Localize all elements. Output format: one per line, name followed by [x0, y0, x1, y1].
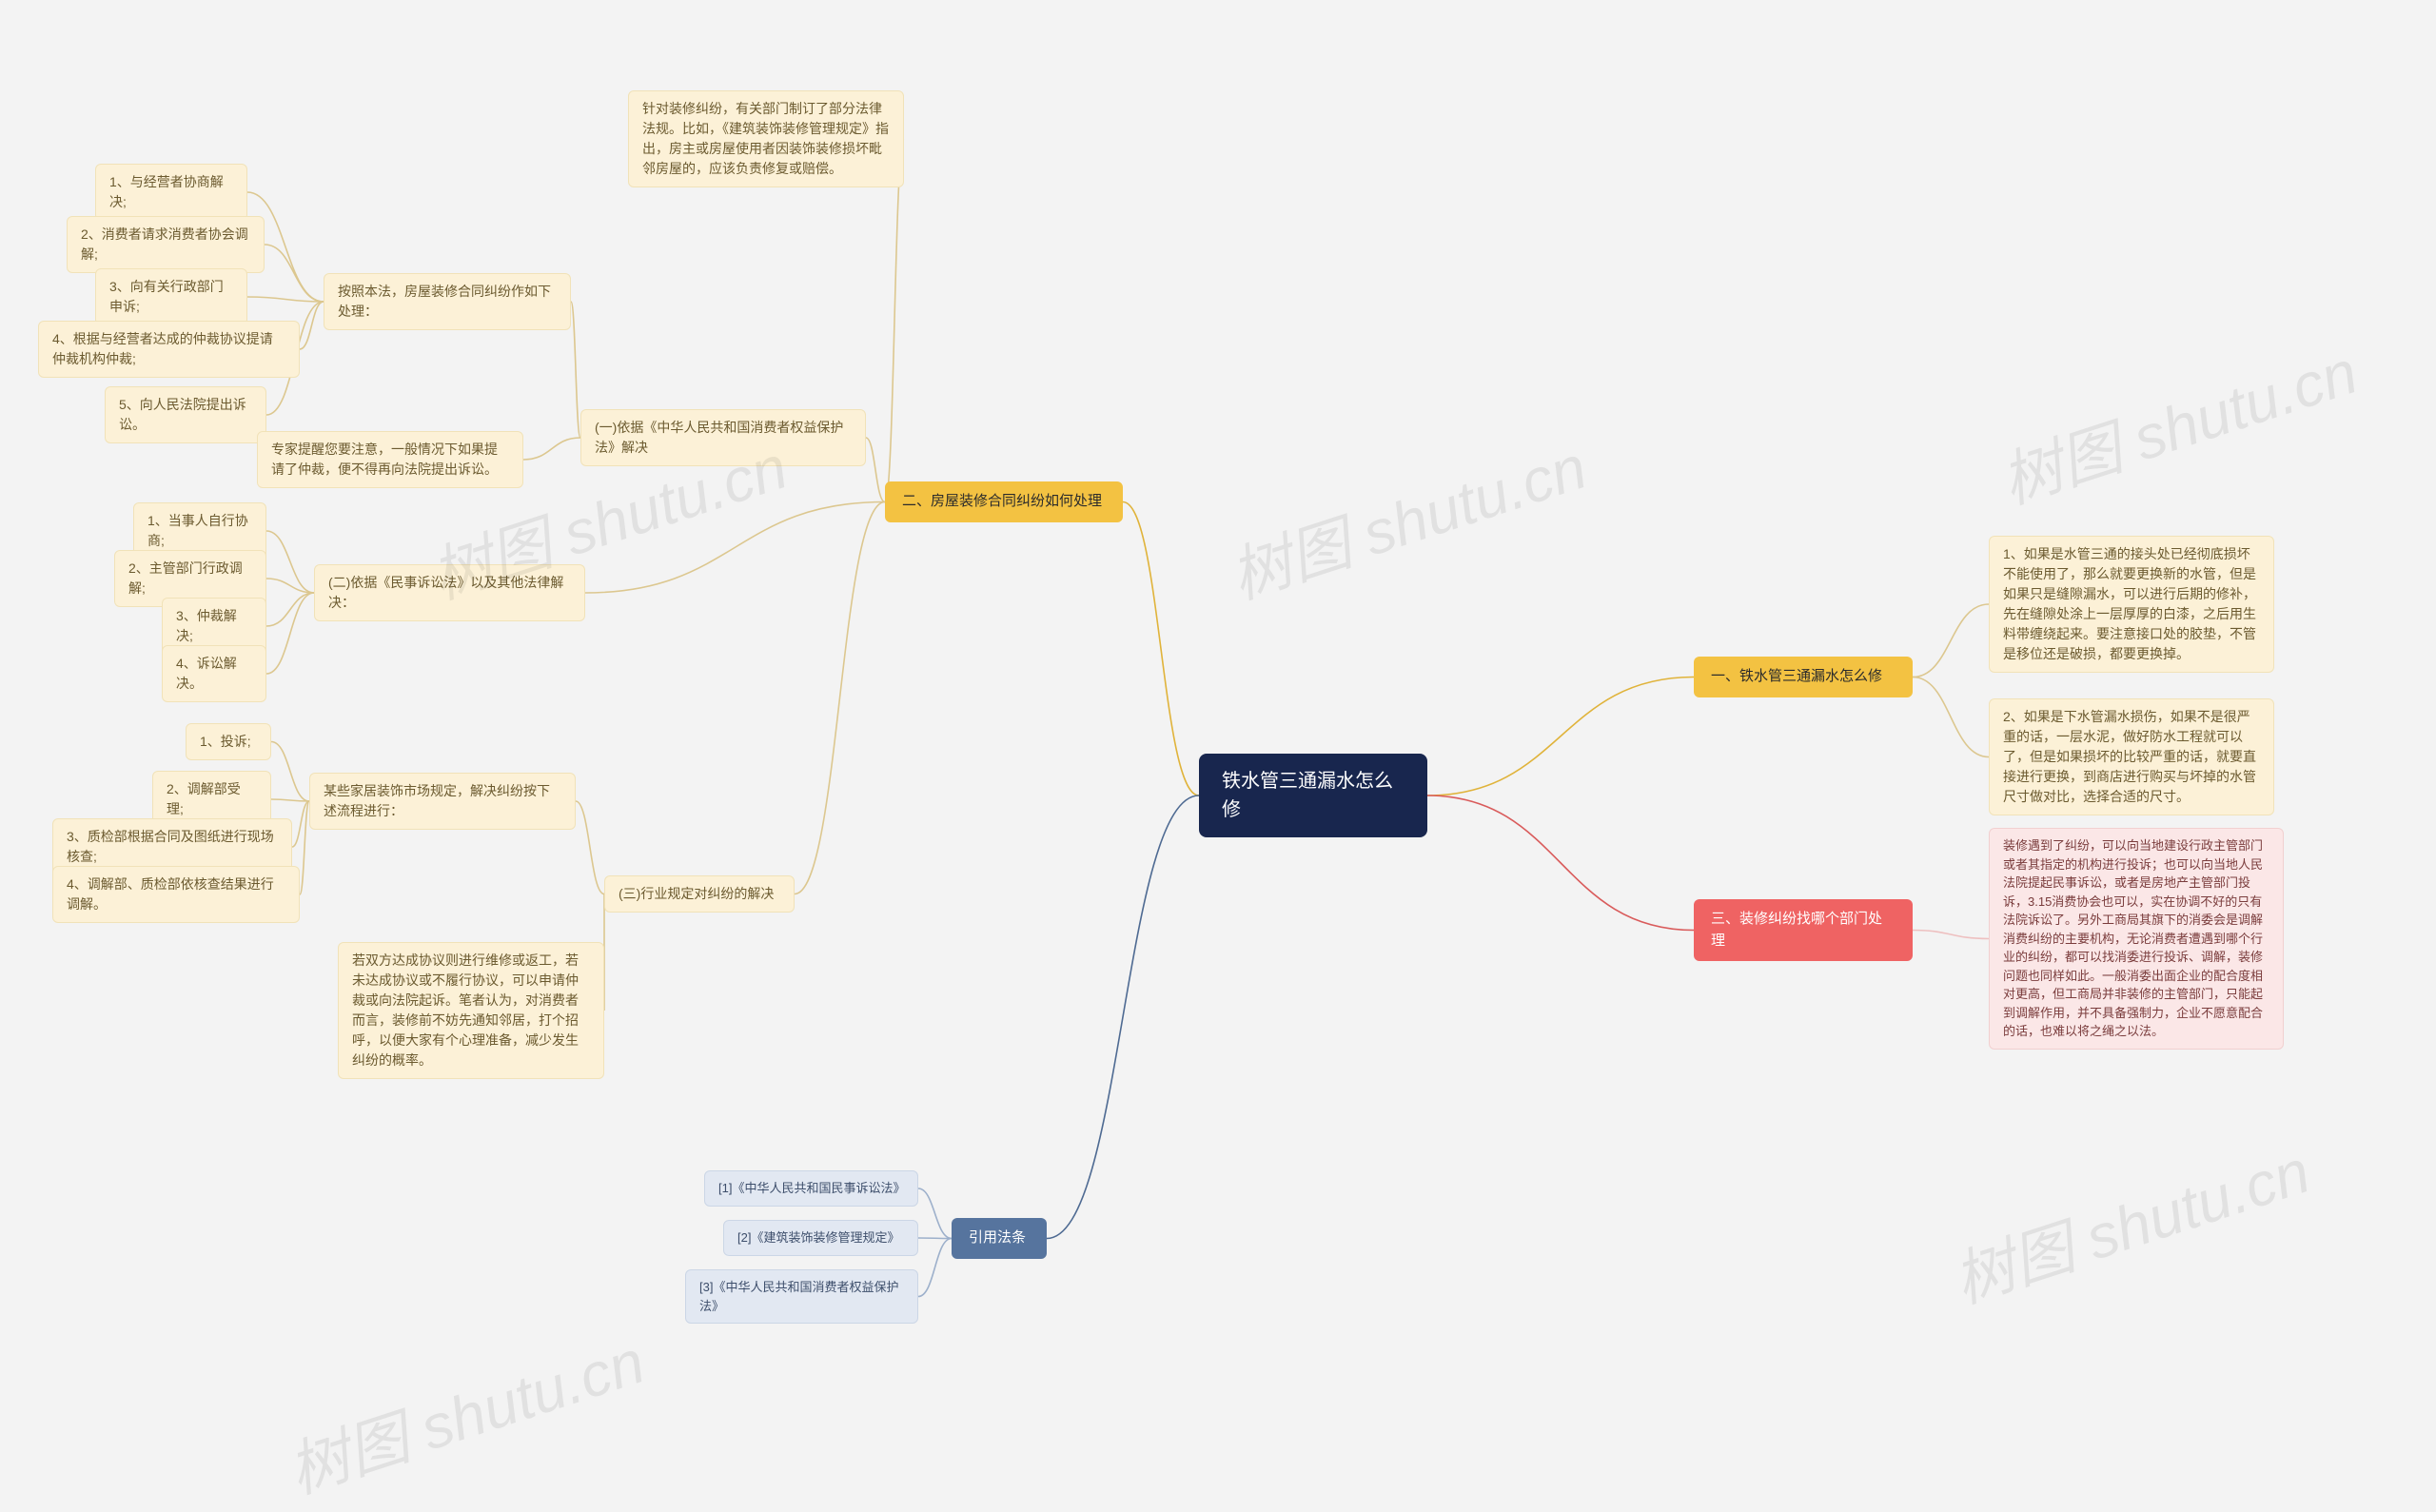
edge	[271, 742, 309, 802]
edge	[271, 799, 309, 801]
mindmap-node-b4_3[interactable]: [3]《中华人民共和国消费者权益保护法》	[685, 1269, 918, 1324]
node-text: [3]《中华人民共和国消费者权益保护法》	[699, 1280, 898, 1313]
mindmap-node-b2_c_head[interactable]: 某些家居装饰市场规定，解决纠纷按下述流程进行：	[309, 773, 576, 830]
edge	[1427, 795, 1694, 931]
node-text: 2、主管部门行政调解;	[128, 560, 243, 596]
edge	[265, 245, 324, 302]
node-text: 1、当事人自行协商;	[147, 513, 248, 548]
mindmap-node-b3_1[interactable]: 装修遇到了纠纷，可以向当地建设行政主管部门或者其指定的机构进行投诉；也可以向当地…	[1989, 828, 2284, 1050]
mindmap-node-b2_b[interactable]: (二)依据《民事诉讼法》以及其他法律解决：	[314, 564, 585, 621]
mindmap-node-b2_a_3[interactable]: 3、向有关行政部门申诉;	[95, 268, 247, 325]
mindmap-node-b2_a_tip[interactable]: 专家提醒您要注意，一般情况下如果提请了仲裁，便不得再向法院提出诉讼。	[257, 431, 523, 488]
edge	[576, 801, 604, 894]
edge	[300, 801, 309, 894]
node-text: 1、投诉;	[200, 734, 251, 749]
node-text: 1、与经营者协商解决;	[109, 174, 224, 209]
node-text: 某些家居装饰市场规定，解决纠纷按下述流程进行：	[324, 783, 550, 818]
node-text: 4、诉讼解决。	[176, 656, 237, 691]
watermark: 树图 shutu.cn	[1218, 419, 1596, 616]
mindmap-node-b1_2[interactable]: 2、如果是下水管漏水损伤，如果不是很严重的话，一层水泥，做好防水工程就可以了，但…	[1989, 698, 2274, 815]
mindmap-node-b4_2[interactable]: [2]《建筑装饰装修管理规定》	[723, 1220, 918, 1256]
mindmap-node-b1_1[interactable]: 1、如果是水管三通的接头处已经彻底损坏不能使用了，那么就要更换新的水管，但是如果…	[1989, 536, 2274, 673]
node-text: 4、根据与经营者达成的仲裁协议提请仲裁机构仲裁;	[52, 331, 273, 366]
mindmap-root[interactable]: 铁水管三通漏水怎么修	[1199, 754, 1427, 837]
node-text: 3、质检部根据合同及图纸进行现场核查;	[67, 829, 274, 864]
node-text: 2、如果是下水管漏水损伤，如果不是很严重的话，一层水泥，做好防水工程就可以了，但…	[2003, 709, 2256, 804]
mindmap-node-b2_c_4[interactable]: 4、调解部、质检部依核查结果进行调解。	[52, 866, 300, 923]
edge	[866, 438, 885, 502]
edge	[300, 302, 324, 349]
mindmap-node-b1[interactable]: 一、铁水管三通漏水怎么修	[1694, 657, 1913, 697]
watermark: 树图 shutu.cn	[1989, 324, 2367, 520]
mindmap-node-b2_c[interactable]: (三)行业规定对纠纷的解决	[604, 875, 795, 913]
mindmap-node-b2_a_head[interactable]: 按照本法，房屋装修合同纠纷作如下处理：	[324, 273, 571, 330]
node-text: 3、向有关行政部门申诉;	[109, 279, 224, 314]
edge	[1913, 677, 1989, 757]
mindmap-node-b2_a_5[interactable]: 5、向人民法院提出诉讼。	[105, 386, 266, 443]
node-text: 按照本法，房屋装修合同纠纷作如下处理：	[338, 284, 551, 319]
edge	[571, 302, 580, 438]
mindmap-node-b2_c_tip[interactable]: 若双方达成协议则进行维修或返工，若未达成协议或不履行协议，可以申请仲裁或向法院起…	[338, 942, 604, 1079]
watermark-text: 树图 shutu.cn	[1223, 432, 1595, 611]
edge	[266, 579, 314, 593]
edge	[585, 502, 885, 594]
edge	[885, 139, 904, 502]
node-text: 引用法条	[969, 1229, 1026, 1246]
edge	[1913, 604, 1989, 677]
edge	[266, 593, 314, 674]
node-text: (一)依据《中华人民共和国消费者权益保护法》解决	[595, 420, 843, 455]
node-text: 一、铁水管三通漏水怎么修	[1711, 668, 1882, 684]
edge	[1427, 677, 1694, 796]
node-text: 三、装修纠纷找哪个部门处理	[1711, 911, 1882, 949]
watermark: 树图 shutu.cn	[1941, 1123, 2319, 1320]
mindmap-node-b2_a[interactable]: (一)依据《中华人民共和国消费者权益保护法》解决	[580, 409, 866, 466]
watermark-text: 树图 shutu.cn	[1946, 1136, 2318, 1315]
node-text: 铁水管三通漏水怎么修	[1222, 771, 1393, 820]
edge	[918, 1239, 952, 1297]
mindmap-node-b2_b_4[interactable]: 4、诉讼解决。	[162, 645, 266, 702]
edge	[918, 1188, 952, 1239]
node-text: 针对装修纠纷，有关部门制订了部分法律法规。比如，《建筑装饰装修管理规定》指出，房…	[642, 101, 889, 176]
edge	[266, 593, 314, 626]
mindmap-node-b2_a_2[interactable]: 2、消费者请求消费者协会调解;	[67, 216, 265, 273]
node-text: 二、房屋装修合同纠纷如何处理	[902, 493, 1102, 509]
node-text: 2、消费者请求消费者协会调解;	[81, 226, 248, 262]
watermark-text: 树图 shutu.cn	[1994, 337, 2366, 516]
mindmap-node-b4_1[interactable]: [1]《中华人民共和国民事诉讼法》	[704, 1170, 918, 1207]
edge	[1123, 502, 1199, 796]
edge	[795, 502, 885, 894]
edge	[292, 801, 309, 847]
node-text: [1]《中华人民共和国民事诉讼法》	[718, 1181, 905, 1195]
edge	[266, 531, 314, 593]
node-text: (三)行业规定对纠纷的解决	[619, 886, 774, 901]
node-text: 若双方达成协议则进行维修或返工，若未达成协议或不履行协议，可以申请仲裁或向法院起…	[352, 952, 579, 1068]
watermark-text: 树图 shutu.cn	[281, 1326, 653, 1505]
node-text: 1、如果是水管三通的接头处已经彻底损坏不能使用了，那么就要更换新的水管，但是如果…	[2003, 546, 2256, 661]
edge	[1913, 931, 1989, 939]
node-text: 3、仲裁解决;	[176, 608, 237, 643]
edge	[1047, 795, 1199, 1239]
node-text: 装修遇到了纠纷，可以向当地建设行政主管部门或者其指定的机构进行投诉；也可以向当地…	[2003, 838, 2263, 1038]
edge	[918, 1238, 952, 1239]
edge	[523, 438, 580, 460]
edge	[247, 297, 324, 302]
watermark: 树图 shutu.cn	[276, 1313, 654, 1510]
mindmap-node-b2[interactable]: 二、房屋装修合同纠纷如何处理	[885, 481, 1123, 522]
mindmap-node-b2_c_1[interactable]: 1、投诉;	[186, 723, 271, 760]
node-text: (二)依据《民事诉讼法》以及其他法律解决：	[328, 575, 563, 610]
mindmap-node-b2_a_1[interactable]: 1、与经营者协商解决;	[95, 164, 247, 221]
mindmap-node-b2_a_4[interactable]: 4、根据与经营者达成的仲裁协议提请仲裁机构仲裁;	[38, 321, 300, 378]
mindmap-node-b4[interactable]: 引用法条	[952, 1218, 1047, 1259]
node-text: 2、调解部受理;	[167, 781, 241, 816]
mindmap-node-b2_0[interactable]: 针对装修纠纷，有关部门制订了部分法律法规。比如，《建筑装饰装修管理规定》指出，房…	[628, 90, 904, 187]
node-text: 4、调解部、质检部依核查结果进行调解。	[67, 876, 274, 912]
node-text: 专家提醒您要注意，一般情况下如果提请了仲裁，便不得再向法院提出诉讼。	[271, 442, 498, 477]
mindmap-node-b3[interactable]: 三、装修纠纷找哪个部门处理	[1694, 899, 1913, 961]
node-text: 5、向人民法院提出诉讼。	[119, 397, 246, 432]
node-text: [2]《建筑装饰装修管理规定》	[737, 1230, 899, 1245]
